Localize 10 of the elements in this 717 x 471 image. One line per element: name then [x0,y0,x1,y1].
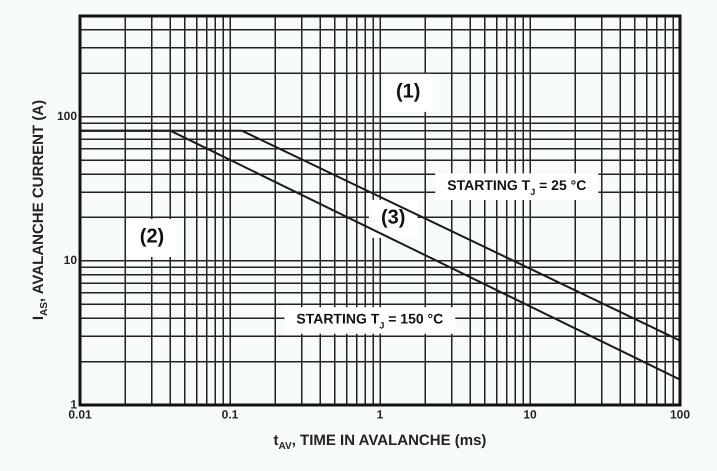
x-tick-label: 1 [376,408,384,422]
x-tick-label: 0.1 [222,408,239,422]
x-axis-title: t$_{AV}$, TIME IN AVALANCHE (ms) [272,432,488,452]
annotation: (2) [140,225,164,248]
annotation: (1) [396,80,420,102]
y-tick-label: 10 [64,253,78,268]
x-tick-label: 100 [670,408,690,422]
x-tick-label: 10 [523,408,537,422]
annotation: (3) [380,206,406,228]
y-tick-label: 100 [56,109,78,124]
